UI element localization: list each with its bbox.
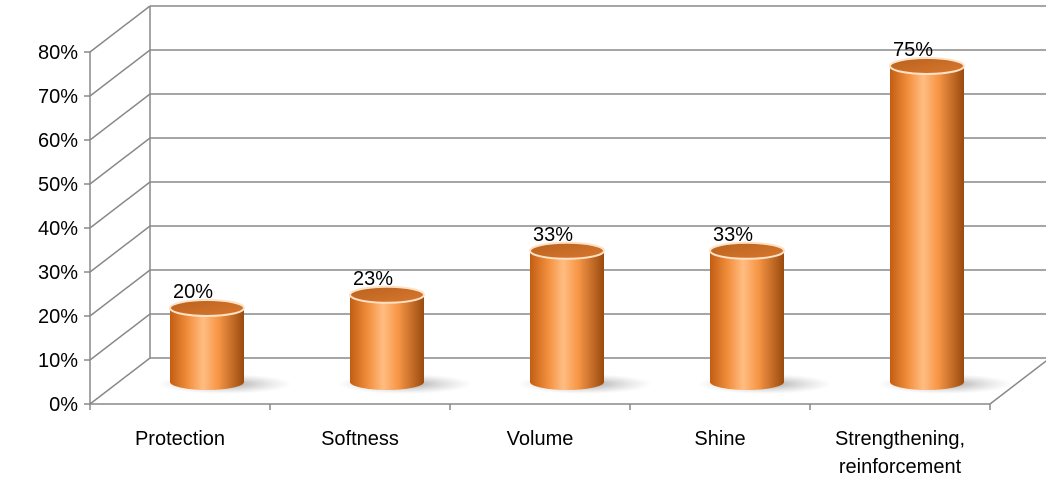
bar xyxy=(158,299,292,394)
bar-body xyxy=(170,308,244,390)
y-tick-label: 40% xyxy=(38,218,78,240)
gridline-side xyxy=(89,357,151,405)
data-label: 33% xyxy=(713,224,753,246)
y-tick-label: 30% xyxy=(38,262,78,284)
labels-layer: 0% 10% 20% 30% 40% 50% 60% 70% 80% 20% Protection 2… xyxy=(38,39,965,478)
bar-top xyxy=(349,285,425,304)
bars-layer xyxy=(158,57,1012,394)
bar-body xyxy=(890,66,964,390)
category-label: Protection xyxy=(135,428,225,450)
bar-body xyxy=(350,294,424,390)
y-tick-label: 80% xyxy=(38,42,78,64)
data-label: 20% xyxy=(173,281,213,303)
bar-body xyxy=(710,250,784,390)
bar-top xyxy=(889,57,965,75)
y-tick-label: 70% xyxy=(38,86,78,108)
data-label: 23% xyxy=(353,268,393,290)
category-label: Strengthening, reinforcement xyxy=(835,428,965,478)
y-tick-label: 50% xyxy=(38,174,78,196)
bar-top xyxy=(709,241,785,260)
data-label: 75% xyxy=(893,39,933,61)
gridline-side xyxy=(89,5,151,53)
bar xyxy=(518,241,652,394)
axis-layer xyxy=(84,51,1046,410)
category-label: Softness xyxy=(321,428,399,450)
y-tick-label: 20% xyxy=(38,306,78,328)
bar-top xyxy=(169,299,245,317)
bar xyxy=(878,57,1012,394)
y-tick-label: 60% xyxy=(38,130,78,152)
category-label: Shine xyxy=(694,428,745,450)
gridline-side xyxy=(89,93,151,141)
bar-top xyxy=(529,241,605,260)
gridline-side xyxy=(89,269,151,317)
y-tick-label: 10% xyxy=(38,350,78,372)
gridline-side xyxy=(89,225,151,273)
floor-right-edge xyxy=(989,360,1046,405)
y-tick-label: 0% xyxy=(49,394,78,416)
category-label: Volume xyxy=(507,428,574,450)
data-label: 33% xyxy=(533,224,573,246)
gridline-side xyxy=(89,181,151,229)
bar xyxy=(338,285,472,394)
gridline-side xyxy=(89,313,151,361)
bar xyxy=(698,241,832,394)
gridline-side xyxy=(89,49,151,97)
gridline-side xyxy=(89,137,151,185)
bar-body xyxy=(530,250,604,390)
